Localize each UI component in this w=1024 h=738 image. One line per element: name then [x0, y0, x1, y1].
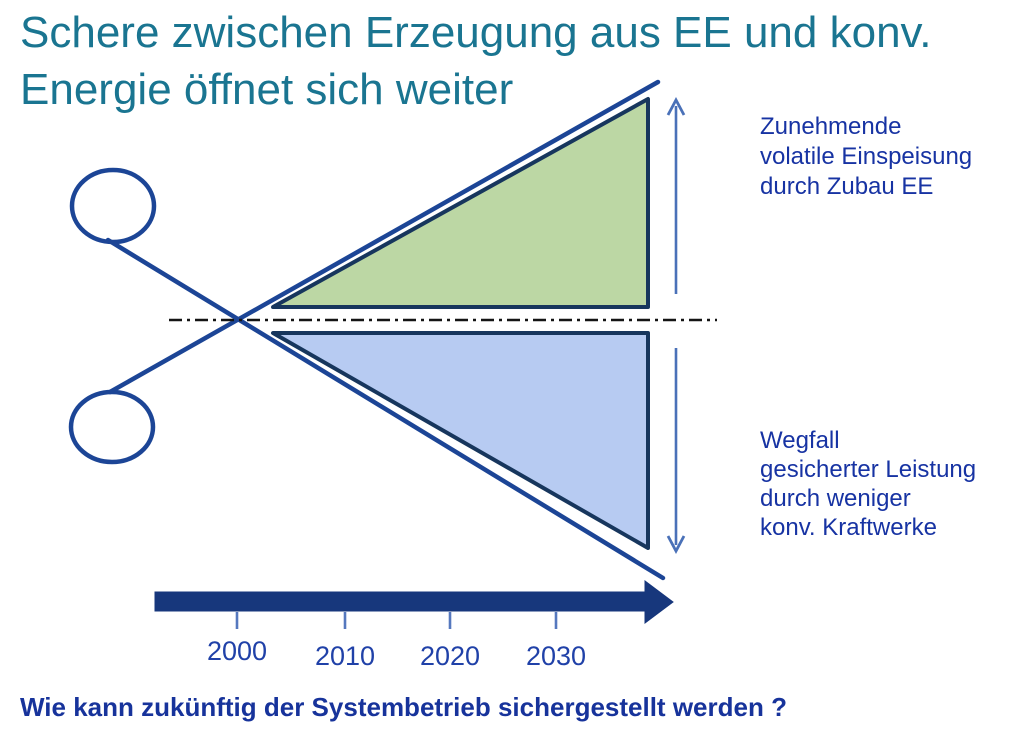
annotation-line: Wegfall: [760, 427, 840, 454]
annotation-secured-capacity-loss: Wegfall gesicherter Leistung durch wenig…: [760, 426, 976, 542]
year-label-2020: 2020: [419, 641, 481, 671]
annotation-line: durch weniger: [760, 485, 911, 512]
annotation-line: gesicherter Leistung: [760, 456, 977, 483]
bottom-question: Wie kann zukünftig der Systembetrieb sic…: [20, 692, 787, 722]
scissors-top-handle-icon: [69, 167, 157, 245]
year-label-2010: 2010: [314, 641, 376, 671]
annotation-line: Zunehmende: [760, 113, 902, 140]
scissors-bottom-handle-icon: [68, 389, 156, 465]
year-label-2000: 2000: [206, 636, 268, 666]
down-arrow-icon: [666, 348, 686, 554]
scissors-blade-descending: [105, 237, 666, 581]
annotation-line: durch Zubau EE: [760, 173, 934, 200]
title-line-2: Energie öffnet sich weiter: [20, 65, 514, 114]
title-line-1: Schere zwischen Erzeugung aus EE und kon…: [20, 8, 932, 57]
scissors-blade-ascending: [107, 79, 661, 395]
annotation-volatile-feed-in: Zunehmende volatile Einspeisung durch Zu…: [760, 112, 972, 202]
green-triangle-renewables: [271, 97, 650, 309]
up-arrow-icon: [666, 97, 686, 294]
timeline-arrow-icon: [154, 580, 674, 624]
blue-triangle-conventional: [271, 331, 650, 550]
annotation-line: konv. Kraftwerke: [760, 514, 937, 541]
page-title: Schere zwischen Erzeugung aus EE und kon…: [20, 4, 932, 118]
year-label-2030: 2030: [525, 641, 587, 671]
annotation-line: volatile Einspeisung: [760, 143, 973, 170]
